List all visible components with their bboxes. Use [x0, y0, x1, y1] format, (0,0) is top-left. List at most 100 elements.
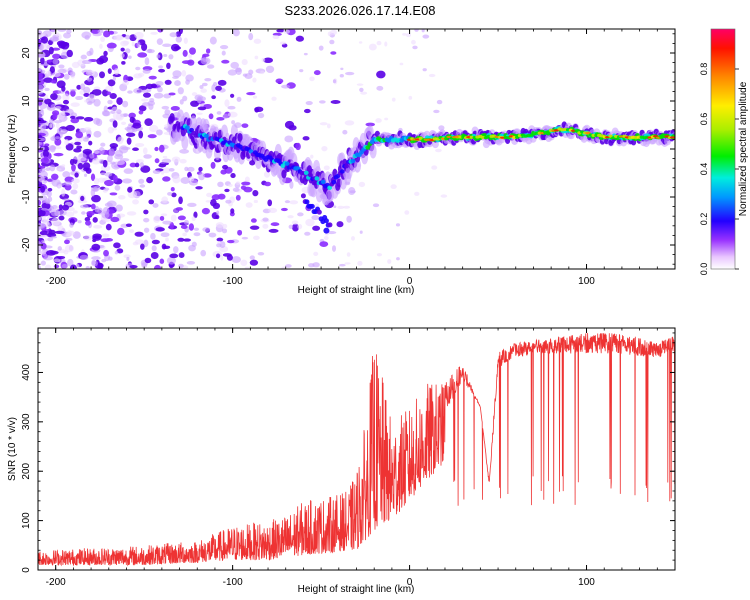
spectrogram-cell [402, 33, 407, 36]
colorbar-frame [710, 28, 736, 270]
spectrogram-cell [118, 195, 126, 200]
spectrogram-cell [372, 203, 380, 208]
spectrogram-cell [199, 85, 204, 89]
spectrogram-cell [376, 85, 384, 91]
spectrogram-cell [111, 127, 117, 131]
x-tick-label: 100 [578, 577, 595, 588]
spectrogram-cell [209, 36, 217, 45]
spectrogram-cell [106, 91, 112, 96]
spectrogram-cell [203, 58, 209, 63]
spectrogram-cell [108, 30, 115, 35]
spectrogram-cell [170, 214, 177, 222]
spectrogram-cell [70, 102, 80, 107]
spectrogram-cell [103, 187, 110, 191]
spectrogram-cell [86, 77, 93, 82]
spectrogram-cell [154, 146, 159, 152]
spectrogram-cell [188, 53, 192, 59]
spectrogram-cell [99, 43, 103, 49]
spectrogram-cell [156, 38, 163, 46]
spectrogram-cell [284, 120, 295, 129]
spectrogram-cell [228, 183, 233, 187]
spectrogram-cell [123, 113, 129, 117]
spectrogram-cell [137, 72, 145, 77]
spectrogram-cell [162, 176, 171, 182]
spectrogram-cell [93, 130, 102, 138]
spectrogram-cell [241, 181, 251, 186]
spectrogram-cell [234, 67, 242, 73]
spectrogram-cell [146, 49, 155, 54]
spectrogram-cell [376, 70, 386, 79]
spectrogram-cell [215, 253, 221, 259]
spectrogram-cell [104, 179, 114, 187]
spectrogram-cell [58, 64, 65, 69]
colorbar-tick-label: 0.2 [699, 213, 709, 226]
spectrogram-cell [102, 159, 108, 168]
spectrogram-cell [320, 179, 326, 185]
spectrogram-cell [200, 249, 207, 257]
spectrogram-cell [117, 227, 125, 236]
spectrogram-cell [356, 83, 364, 86]
spectrogram-cell [309, 203, 315, 209]
spectrogram-cell [193, 211, 198, 219]
spectrogram-cell [99, 172, 107, 176]
spectrogram-cell [57, 225, 64, 233]
spectrogram-cell [184, 125, 190, 130]
spectrogram-cell [344, 120, 355, 126]
spectrogram-cell [127, 186, 133, 193]
spectrogram-cell [188, 223, 195, 231]
spectrogram-cell [85, 70, 96, 76]
spectrogram-cell [69, 115, 76, 119]
spectrogram-cell [169, 112, 175, 122]
spectrogram-cell [135, 142, 145, 147]
spectrogram-cell [91, 89, 102, 96]
spectrogram-cell [195, 186, 203, 190]
spectrogram-cell [50, 79, 57, 84]
spectrogram-cell [319, 241, 329, 248]
spectrogram-cell [270, 222, 280, 227]
spectrogram-cell [244, 266, 250, 269]
spectrogram-cell [208, 113, 214, 120]
spectrogram-cell [175, 207, 183, 211]
spectrogram-cell [391, 97, 396, 102]
spectrogram-cell [147, 134, 157, 139]
spectrogram-cell [75, 131, 84, 139]
spectrogram-cell [291, 220, 299, 225]
spectrogram-cell [191, 92, 198, 97]
spectrogram-cell [62, 198, 70, 201]
spectrogram-cell [142, 147, 148, 155]
spectrogram-cell [257, 252, 265, 256]
spectrogram-cell [61, 110, 66, 115]
spectrogram-cell [115, 113, 124, 121]
spectrogram-cell [304, 199, 310, 205]
spectrogram-cell [138, 130, 144, 139]
spectrogram-cell [160, 213, 168, 217]
spectrogram-cell [207, 64, 215, 69]
snr-y-axis: 0 100 200 300 400 [21, 332, 675, 573]
spectrogram-cell [297, 223, 303, 230]
spectrogram-cell [138, 110, 144, 115]
spectrogram-cell [202, 227, 211, 233]
spectrogram-cell [318, 45, 324, 51]
spectrogram-cell [168, 168, 175, 172]
spectrogram-cell [230, 61, 239, 69]
spectrogram-cell [316, 209, 322, 215]
spectrogram-cell [204, 77, 212, 82]
spectrogram-cell [205, 48, 211, 54]
spectrogram-cell [309, 76, 315, 82]
spectrogram-cell [414, 29, 419, 32]
spectrogram-cell [52, 110, 60, 116]
spectrogram-cell [181, 70, 187, 77]
spectrogram-cell [40, 36, 49, 44]
spectrogram-cell [47, 196, 53, 202]
spectrogram-cell [230, 208, 235, 214]
spectrogram-cell [103, 50, 108, 57]
x-tick-label: 0 [407, 276, 413, 287]
spectrogram-cell [121, 61, 126, 65]
spectrogram-cell [180, 176, 191, 184]
spectrogram-cell [181, 60, 192, 65]
spectrogram-cell [106, 42, 117, 49]
spectrogram-cell [221, 59, 230, 64]
spectrogram-cell [124, 126, 132, 131]
spectrogram-cell [38, 91, 43, 95]
spectrogram-cell [275, 78, 284, 84]
